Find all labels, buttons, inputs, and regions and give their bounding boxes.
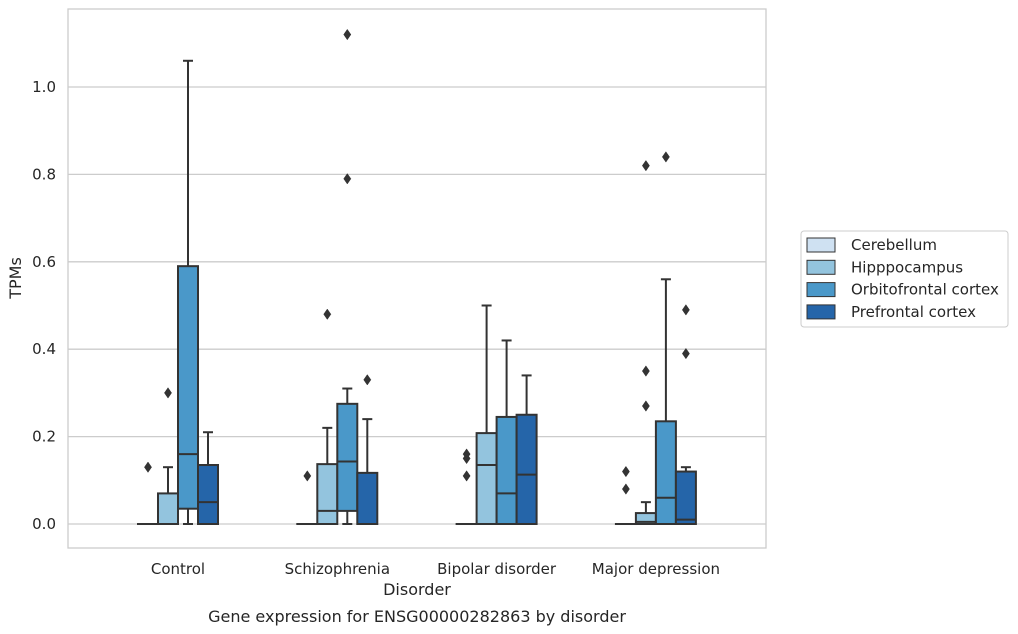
outlier-point — [641, 400, 650, 412]
chart-title: Gene expression for ENSG00000282863 by d… — [208, 607, 626, 626]
outlier-point — [144, 461, 152, 473]
y-tick-label: 1.0 — [32, 78, 56, 96]
y-tick-label: 0.8 — [32, 165, 56, 183]
x-axis-ticks: Control Schizophrenia Bipolar disorder Majo… — [151, 560, 720, 578]
outlier-point — [641, 160, 650, 172]
box — [336, 402, 359, 512]
box — [177, 265, 199, 510]
box-prefrontal-cortex — [356, 374, 379, 526]
outlier-point — [303, 470, 312, 482]
legend-label: Hipppocampus — [851, 258, 963, 276]
box — [475, 432, 498, 526]
y-axis-ticks: 0.0 0.2 0.4 0.6 0.8 1.0 — [32, 78, 56, 533]
legend-swatch — [806, 304, 836, 320]
box-cerebellum — [614, 465, 637, 526]
outlier-point — [641, 365, 650, 377]
box-orbitofrontal-cortex — [495, 339, 518, 525]
outlier-point — [343, 28, 352, 41]
box — [654, 420, 677, 525]
outlier-point — [621, 483, 630, 495]
legend-swatch — [806, 259, 836, 275]
box-prefrontal-cortex — [197, 431, 219, 526]
box-groups — [137, 28, 697, 526]
outlier-point — [323, 308, 332, 320]
legend-label: Prefrontal cortex — [851, 303, 976, 321]
y-axis-title: TPMs — [6, 257, 25, 300]
y-tick-label: 0.2 — [32, 428, 56, 446]
y-tick-label: 0.0 — [32, 515, 56, 533]
box — [674, 470, 697, 525]
outlier-point — [363, 374, 372, 386]
legend-swatch — [806, 282, 836, 298]
box — [197, 464, 219, 526]
x-tick-label: Control — [151, 560, 205, 578]
box-prefrontal-cortex — [515, 374, 538, 525]
x-tick-label: Major depression — [592, 560, 720, 578]
x-tick-label: Schizophrenia — [285, 560, 390, 578]
outlier-point — [661, 151, 670, 163]
y-tick-label: 0.4 — [32, 340, 56, 358]
box — [157, 492, 179, 526]
box-orbitofrontal-cortex — [336, 28, 359, 525]
outlier-point — [681, 347, 690, 360]
outlier-point — [681, 304, 690, 316]
x-tick-label: Bipolar disorder — [437, 560, 557, 578]
box — [515, 413, 538, 525]
box — [316, 463, 339, 526]
outlier-point — [343, 173, 352, 185]
outlier-point — [462, 448, 471, 460]
box-prefrontal-cortex — [674, 304, 697, 525]
legend-frame — [800, 230, 1009, 328]
outlier-point — [462, 470, 471, 482]
legend-label: Orbitofrontal cortex — [851, 281, 999, 299]
box — [356, 471, 379, 526]
outlier-point — [164, 387, 172, 399]
outlier-point — [621, 465, 630, 478]
legend-swatch — [806, 237, 836, 253]
x-axis-title: Disorder — [383, 580, 451, 599]
y-tick-label: 0.6 — [32, 253, 56, 271]
legend-label: Cerebellum — [851, 236, 937, 254]
box-orbitofrontal-cortex — [177, 59, 199, 525]
legend: Cerebellum Hipppocampus Orbitofrontal cort… — [800, 230, 1009, 328]
box — [495, 415, 518, 525]
